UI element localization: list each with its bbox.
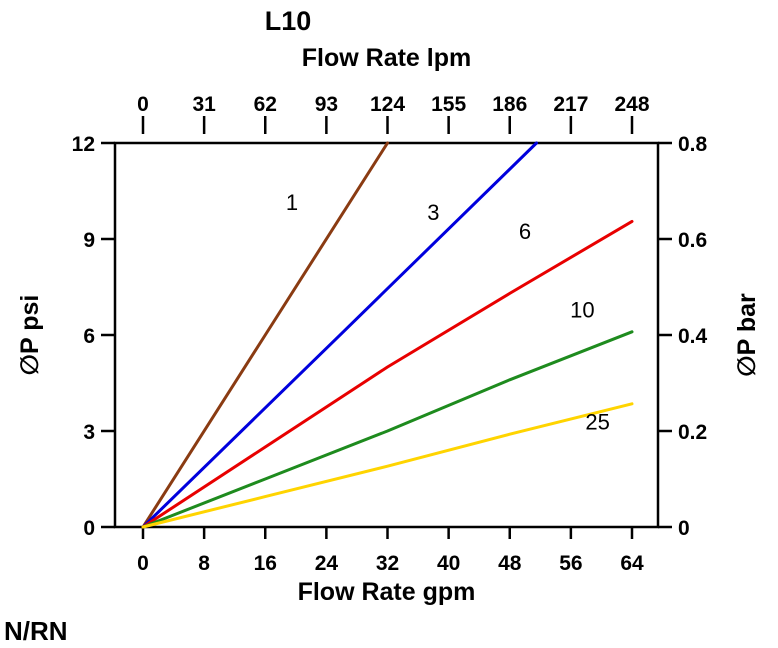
tick-label: 0 <box>678 517 690 540</box>
series-line-3 <box>141 141 538 529</box>
tick-label: 62 <box>254 93 277 116</box>
tick-label: 12 <box>72 133 95 156</box>
tick-label: 48 <box>498 552 522 575</box>
axis-left: 0 3 6 9 12 <box>72 133 115 540</box>
tick-label: 0 <box>83 517 95 540</box>
tick-label: 31 <box>192 93 216 116</box>
bottom-axis-title: Flow Rate gpm <box>297 578 476 606</box>
left-axis-title: ∅P psi <box>16 294 44 376</box>
tick-label: 0.2 <box>678 421 707 444</box>
tick-label: 3 <box>83 421 95 444</box>
model-code-label: N/RN <box>4 616 68 646</box>
tick-label: 124 <box>370 93 405 116</box>
tick-label: 24 <box>315 552 339 575</box>
series-line-10 <box>141 330 634 529</box>
chart-title: L10 <box>264 6 312 36</box>
tick-label: 217 <box>553 93 588 116</box>
series-lines: 1 3 6 10 25 <box>141 141 634 529</box>
series-line-1 <box>141 141 389 529</box>
tick-label: 93 <box>315 93 338 116</box>
tick-label: 8 <box>198 552 210 575</box>
tick-label: 64 <box>620 552 644 575</box>
axis-top: 0 31 62 93 124 155 186 217 248 <box>137 93 650 134</box>
series-label-25: 25 <box>585 409 609 434</box>
tick-label: 248 <box>614 93 649 116</box>
series-line-25 <box>141 402 634 529</box>
top-axis-title: Flow Rate lpm <box>301 44 472 72</box>
tick-label: 16 <box>254 552 277 575</box>
tick-label: 155 <box>431 93 466 116</box>
right-axis-title: ∅P bar <box>733 293 761 377</box>
tick-label: 0.4 <box>678 325 708 348</box>
tick-label: 0.8 <box>678 133 708 156</box>
axis-bottom: 0 8 16 24 32 40 48 56 64 <box>137 527 644 575</box>
tick-label: 9 <box>83 229 95 252</box>
tick-label: 0.6 <box>678 229 707 252</box>
series-label-3: 3 <box>427 200 439 225</box>
axis-right: 0 0.2 0.4 0.6 0.8 <box>658 133 708 540</box>
series-label-6: 6 <box>519 219 531 244</box>
tick-label: 0 <box>137 93 149 116</box>
tick-label: 40 <box>437 552 460 575</box>
series-line-6 <box>141 219 634 529</box>
series-label-1: 1 <box>286 190 298 215</box>
tick-label: 0 <box>137 552 149 575</box>
plot-frame <box>113 141 660 529</box>
tick-label: 6 <box>83 325 95 348</box>
series-label-10: 10 <box>570 297 594 322</box>
tick-label: 56 <box>559 552 582 575</box>
tick-label: 32 <box>376 552 399 575</box>
tick-label: 186 <box>492 93 527 116</box>
